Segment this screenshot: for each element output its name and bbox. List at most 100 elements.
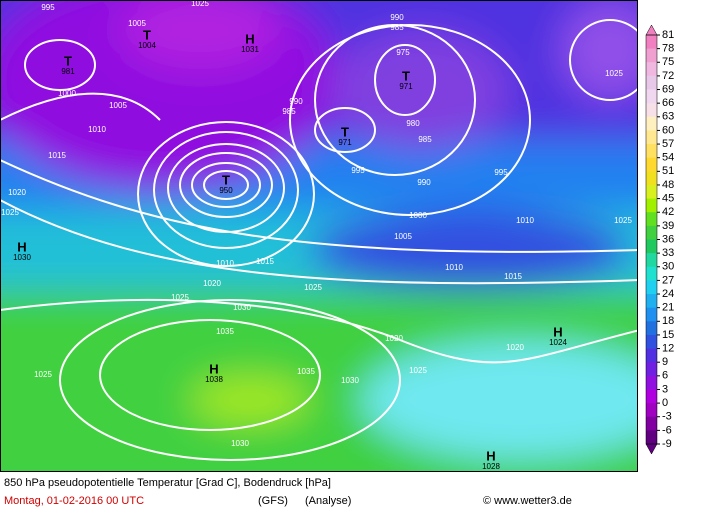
colorbar-segment: [646, 334, 657, 350]
isobar-label: 990: [390, 13, 404, 22]
colorbar-segment: [646, 430, 657, 445]
center-symbol: T: [64, 53, 72, 68]
colorbar-tick-label: 51: [662, 165, 674, 177]
isobar-label: 1025: [304, 283, 322, 292]
colorbar-tick-label: 21: [662, 302, 674, 314]
isobar-label: 985: [282, 107, 296, 116]
colorbar-tick-label: 57: [662, 138, 674, 150]
colorbar-segment: [646, 62, 657, 77]
colorbar-tick-label: 66: [662, 97, 674, 109]
caption-run: (Analyse): [305, 495, 351, 507]
center-pressure: 971: [338, 138, 352, 147]
center-symbol: H: [553, 324, 562, 339]
colorbar-segment: [646, 116, 657, 131]
isobar-label: 1015: [504, 272, 522, 281]
isobar-label: 1005: [128, 19, 146, 28]
isobar-label: 1015: [256, 257, 274, 266]
colorbar-tick-label: 45: [662, 193, 674, 205]
center-symbol: H: [17, 239, 26, 254]
colorbar-segment: [646, 294, 657, 309]
isobar-label: 1025: [171, 293, 189, 302]
colorbar-tick-label: 72: [662, 70, 674, 82]
isobar-label: 1010: [516, 216, 534, 225]
center-pressure: 950: [219, 186, 233, 195]
colorbar-segment: [646, 198, 657, 213]
colorbar-tick-label: 42: [662, 206, 674, 218]
colorbar-segment: [646, 403, 657, 418]
isobar-label: 1030: [233, 303, 251, 312]
colorbar-tick-label: 9: [662, 356, 668, 368]
colorbar-segment: [646, 266, 657, 281]
colorbar-tick-label: -6: [662, 424, 672, 436]
isobar-label: 1025: [34, 370, 52, 379]
colorbar-segment: [646, 225, 657, 240]
caption-credit: © www.wetter3.de: [483, 495, 572, 507]
isobar-label: 1025: [614, 216, 632, 225]
isobar-label: 1010: [445, 263, 463, 272]
center-pressure: 981: [61, 67, 75, 76]
center-symbol: T: [341, 124, 349, 139]
center-pressure: 1030: [13, 253, 31, 262]
isobar-label: 1005: [109, 101, 127, 110]
isobar-label: 995: [351, 166, 365, 175]
colorbar-segment: [646, 362, 657, 377]
center-pressure: 971: [399, 82, 413, 91]
isobars: [0, 19, 638, 461]
isobar-label: 995: [41, 3, 55, 12]
colorbar-segment: [646, 212, 657, 227]
colorbar-bottom-arrow: [645, 443, 658, 455]
isobar-label: 1000: [409, 211, 427, 220]
center-symbol: T: [143, 27, 151, 42]
center-symbol: H: [245, 31, 254, 46]
isobar-label: 1015: [48, 151, 66, 160]
isobar-label: 975: [396, 48, 410, 57]
colorbar-tick-label: 63: [662, 111, 674, 123]
center-symbol: H: [486, 448, 495, 463]
isobar-label: 985: [418, 135, 432, 144]
colorbar-segment: [646, 157, 657, 172]
colorbar-tick-label: 36: [662, 233, 674, 245]
colorbar-tick-label: 60: [662, 124, 674, 136]
isobar-label: 1025: [191, 0, 209, 8]
colorbar-segment: [646, 89, 657, 104]
caption-title: 850 hPa pseudopotentielle Temperatur [Gr…: [4, 477, 331, 489]
center-symbol: H: [209, 361, 218, 376]
isobar-label: 1010: [88, 125, 106, 134]
center-pressure: 1031: [241, 45, 259, 54]
colorbar-tick-label: 3: [662, 383, 668, 395]
colorbar-segment: [646, 389, 657, 404]
colorbar-tick-label: 18: [662, 315, 674, 327]
colorbar-segment: [646, 416, 657, 431]
colorbar-tick-label: 69: [662, 83, 674, 95]
colorbar-tick-label: 0: [662, 397, 668, 409]
center-pressure: 1004: [138, 41, 156, 50]
colorbar-segment: [646, 171, 657, 186]
isobar-label: 1025: [409, 366, 427, 375]
isobar-label: 990: [289, 97, 303, 106]
caption-date: Montag, 01-02-2016 00 UTC: [4, 495, 144, 507]
colorbar-segment: [646, 130, 657, 145]
map-frame: [0, 0, 638, 472]
caption-model: (GFS): [258, 495, 288, 507]
center-symbol: T: [402, 68, 410, 83]
colorbar-tick-label: -3: [662, 411, 672, 423]
colorbar-tick-label: 39: [662, 220, 674, 232]
isobar-label: 1035: [297, 367, 315, 376]
colorbar-tick-label: -9: [662, 438, 672, 450]
colorbar-segment: [646, 184, 657, 200]
center-pressure: 1028: [482, 462, 500, 471]
colorbar-tick-label: 33: [662, 247, 674, 259]
isobar-label: 1035: [216, 327, 234, 336]
isobar-label: 1030: [341, 376, 359, 385]
isobar-label: 1025: [605, 69, 623, 78]
colorbar-tick-label: 75: [662, 56, 674, 68]
colorbar-segment: [646, 348, 657, 363]
isobar-label: 1010: [216, 259, 234, 268]
colorbar-tick-label: 78: [662, 43, 674, 55]
center-pressure: 1024: [549, 338, 567, 347]
isobar-label: 1020: [203, 279, 221, 288]
isobar-label: 1020: [506, 343, 524, 352]
isobar-label: 985: [390, 23, 404, 32]
isobar-label: 1020: [385, 334, 403, 343]
center-pressure: 1038: [205, 375, 223, 384]
